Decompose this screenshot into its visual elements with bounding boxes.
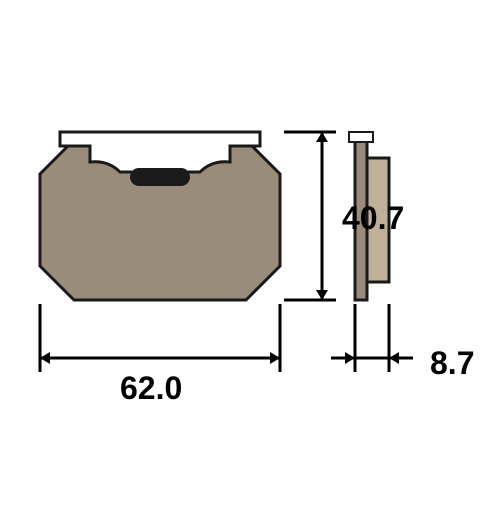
- pad-slot: [130, 168, 190, 186]
- width-dimension-label: 62.0: [120, 370, 182, 407]
- technical-drawing: 62.0 40.7 8.7: [0, 0, 500, 500]
- height-dimension-label: 40.7: [342, 200, 404, 237]
- thickness-dimension-label: 8.7: [430, 345, 474, 382]
- drawing-svg: [0, 0, 500, 500]
